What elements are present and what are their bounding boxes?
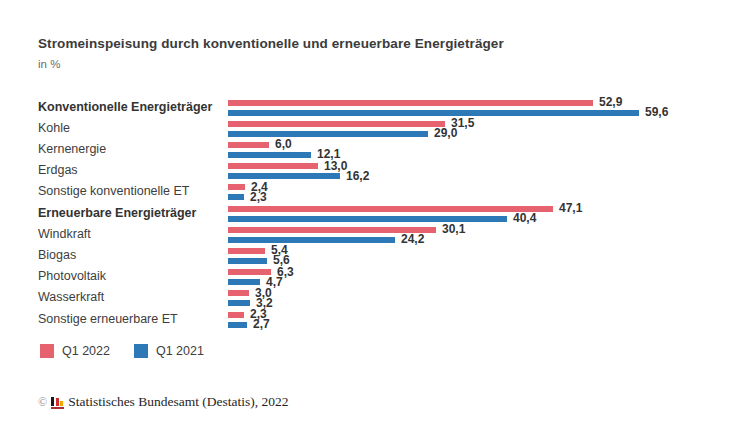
- legend-label-q1-2022: Q1 2022: [62, 344, 110, 358]
- bar-q1-2021: [228, 258, 267, 264]
- value-label: 6,0: [275, 138, 292, 151]
- chart-row: Wasserkraft3,03,2: [0, 286, 750, 307]
- bar-q1-2022: [228, 206, 553, 212]
- category-label: Photovoltaik: [38, 265, 106, 286]
- legend-swatch-q1-2022-icon: [40, 344, 54, 358]
- bar-q1-2022: [228, 184, 245, 190]
- bar-q1-2022: [228, 269, 271, 275]
- bar-q1-2022: [228, 121, 445, 127]
- bar-q1-2021: [228, 152, 311, 158]
- chart-row: Erneuerbare Energieträger47,140,4: [0, 202, 750, 223]
- value-label: 47,1: [559, 202, 582, 215]
- bar-q1-2021: [228, 216, 507, 222]
- copyright-footer: © Statistisches Bundesamt (Destatis), 20…: [38, 394, 289, 410]
- bar-q1-2021: [228, 110, 639, 116]
- legend-label-q1-2021: Q1 2021: [156, 344, 204, 358]
- destatis-logo-icon: [51, 396, 64, 409]
- infographic-page: Stromeinspeisung durch konventionelle un…: [0, 0, 750, 422]
- legend-item-q1-2022: Q1 2022: [40, 344, 110, 358]
- category-label: Erdgas: [38, 159, 78, 180]
- legend-swatch-q1-2021-icon: [134, 344, 148, 358]
- bar-q1-2021: [228, 322, 247, 328]
- bar-q1-2022: [228, 163, 318, 169]
- bar-q1-2021: [228, 131, 428, 137]
- bar-q1-2021: [228, 279, 260, 285]
- value-label: 52,9: [599, 96, 622, 109]
- copyright-text: Statistisches Bundesamt (Destatis), 2022: [68, 394, 288, 410]
- chart-row: Kernenergie6,012,1: [0, 138, 750, 159]
- chart-row: Erdgas13,016,2: [0, 159, 750, 180]
- bar-q1-2022: [228, 248, 265, 254]
- category-label: Sonstige erneuerbare ET: [38, 308, 178, 329]
- legend-item-q1-2021: Q1 2021: [134, 344, 204, 358]
- category-label: Kohle: [38, 117, 70, 138]
- category-label: Sonstige konventionelle ET: [38, 180, 189, 201]
- chart-row: Sonstige erneuerbare ET2,32,7: [0, 308, 750, 329]
- value-label: 13,0: [324, 160, 347, 173]
- chart-row: Konventionelle Energieträger52,959,6: [0, 96, 750, 117]
- category-label: Konventionelle Energieträger: [38, 96, 212, 117]
- bar-q1-2021: [228, 300, 250, 306]
- bar-q1-2022: [228, 142, 269, 148]
- bar-q1-2022: [228, 290, 249, 296]
- bar-q1-2021: [228, 173, 340, 179]
- category-label: Windkraft: [38, 223, 91, 244]
- chart-row: Biogas5,45,6: [0, 244, 750, 265]
- value-label: 30,1: [442, 223, 465, 236]
- chart-row: Photovoltaik6,34,7: [0, 265, 750, 286]
- bar-q1-2022: [228, 100, 593, 106]
- value-label: 2,7: [253, 318, 270, 331]
- chart-row: Windkraft30,124,2: [0, 223, 750, 244]
- category-label: Biogas: [38, 244, 76, 265]
- bar-q1-2022: [228, 312, 244, 318]
- bar-q1-2021: [228, 237, 395, 243]
- category-label: Erneuerbare Energieträger: [38, 202, 196, 223]
- legend: Q1 2022 Q1 2021: [40, 344, 204, 358]
- bar-q1-2021: [228, 194, 244, 200]
- chart-row: Sonstige konventionelle ET2,42,3: [0, 180, 750, 201]
- chart-row: Kohle31,529,0: [0, 117, 750, 138]
- copyright-symbol: ©: [38, 395, 47, 409]
- category-label: Wasserkraft: [38, 286, 104, 307]
- category-label: Kernenergie: [38, 138, 106, 159]
- bar-chart: Konventionelle Energieträger52,959,6Kohl…: [0, 0, 750, 340]
